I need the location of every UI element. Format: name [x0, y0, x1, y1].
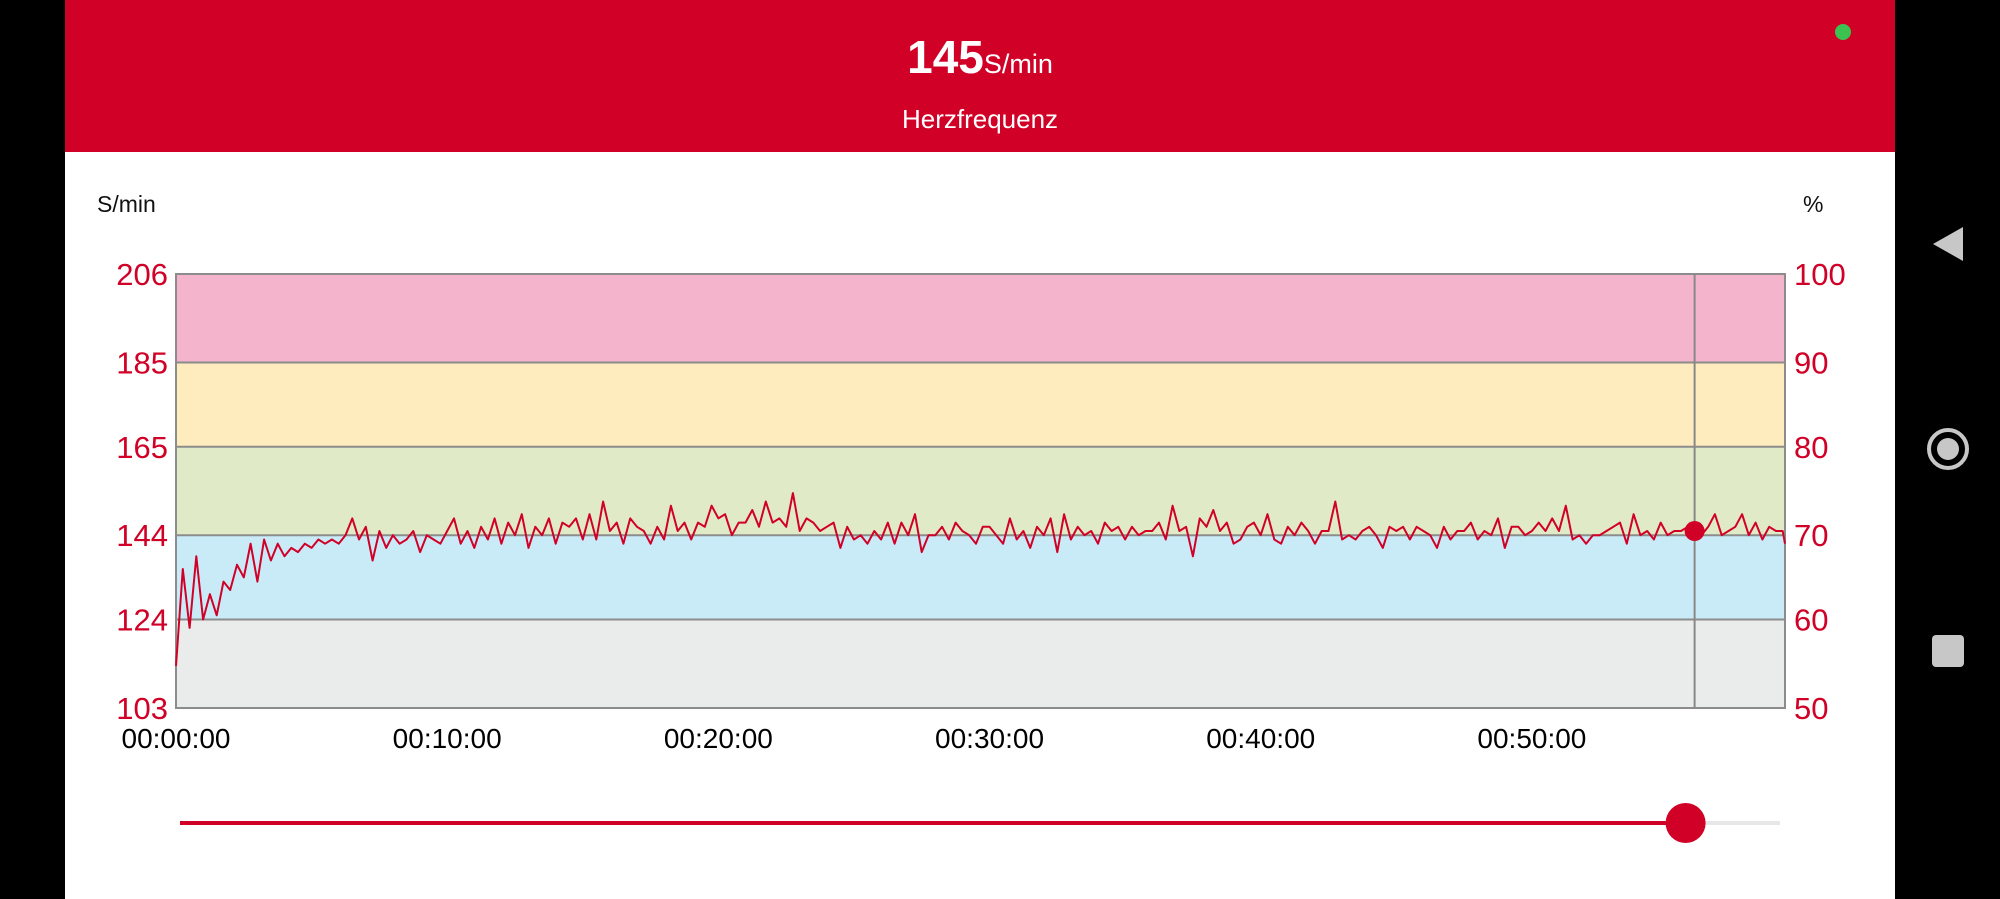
y-tick-left: 165 — [116, 430, 168, 465]
plot-frame — [175, 273, 1786, 709]
android-navigation-bar — [1895, 0, 2000, 899]
zone-band-yellow — [176, 362, 1785, 447]
zone-band-blue — [176, 535, 1785, 620]
y-tick-right: 60 — [1794, 603, 1828, 638]
y-tick-left: 206 — [116, 257, 168, 292]
back-triangle-icon[interactable] — [1917, 213, 1979, 275]
zone-band-pink — [176, 274, 1785, 363]
cursor-marker — [1684, 521, 1705, 542]
x-tick-label: 00:10:00 — [393, 723, 502, 754]
home-circle-icon[interactable] — [1917, 418, 1979, 480]
app-window: 145S/min Herzfrequenz S/min % 206 185 165 1… — [65, 0, 1895, 899]
y-tick-right: 90 — [1794, 345, 1828, 380]
y-tick-left: 185 — [116, 345, 168, 380]
y-tick-left: 144 — [116, 518, 168, 553]
x-tick-label: 00:40:00 — [1206, 723, 1315, 754]
x-tick-label: 00:50:00 — [1477, 723, 1586, 754]
right-axis-unit: % — [1803, 191, 1823, 217]
y-tick-left: 103 — [116, 691, 168, 726]
y-tick-right: 80 — [1794, 430, 1828, 465]
slider-thumb[interactable] — [1665, 803, 1706, 843]
x-tick-label: 00:20:00 — [664, 723, 773, 754]
recents-square-icon[interactable] — [1917, 620, 1979, 682]
zone-band-green — [176, 446, 1785, 536]
heart-rate-value: 145 — [907, 31, 984, 83]
heart-rate-readout: 145S/min — [65, 30, 1895, 84]
y-tick-right: 50 — [1794, 691, 1828, 726]
heart-rate-series-line — [175, 492, 1786, 666]
heart-rate-chart[interactable]: S/min % 206 185 165 144 124 103 100 90 80 70 60 50… — [65, 152, 1895, 899]
heart-rate-unit: S/min — [983, 49, 1053, 79]
left-axis-unit: S/min — [97, 191, 156, 217]
connection-status-dot — [1835, 24, 1851, 40]
heart-rate-header: 145S/min Herzfrequenz — [65, 0, 1895, 152]
y-tick-right: 70 — [1794, 518, 1828, 553]
x-tick-label: 00:00:00 — [122, 723, 231, 754]
y-tick-left: 124 — [116, 603, 168, 638]
zone-band-grey — [176, 619, 1785, 708]
heart-rate-label: Herzfrequenz — [901, 104, 1059, 134]
x-tick-label: 00:30:00 — [935, 723, 1044, 754]
y-tick-right: 100 — [1794, 257, 1846, 292]
